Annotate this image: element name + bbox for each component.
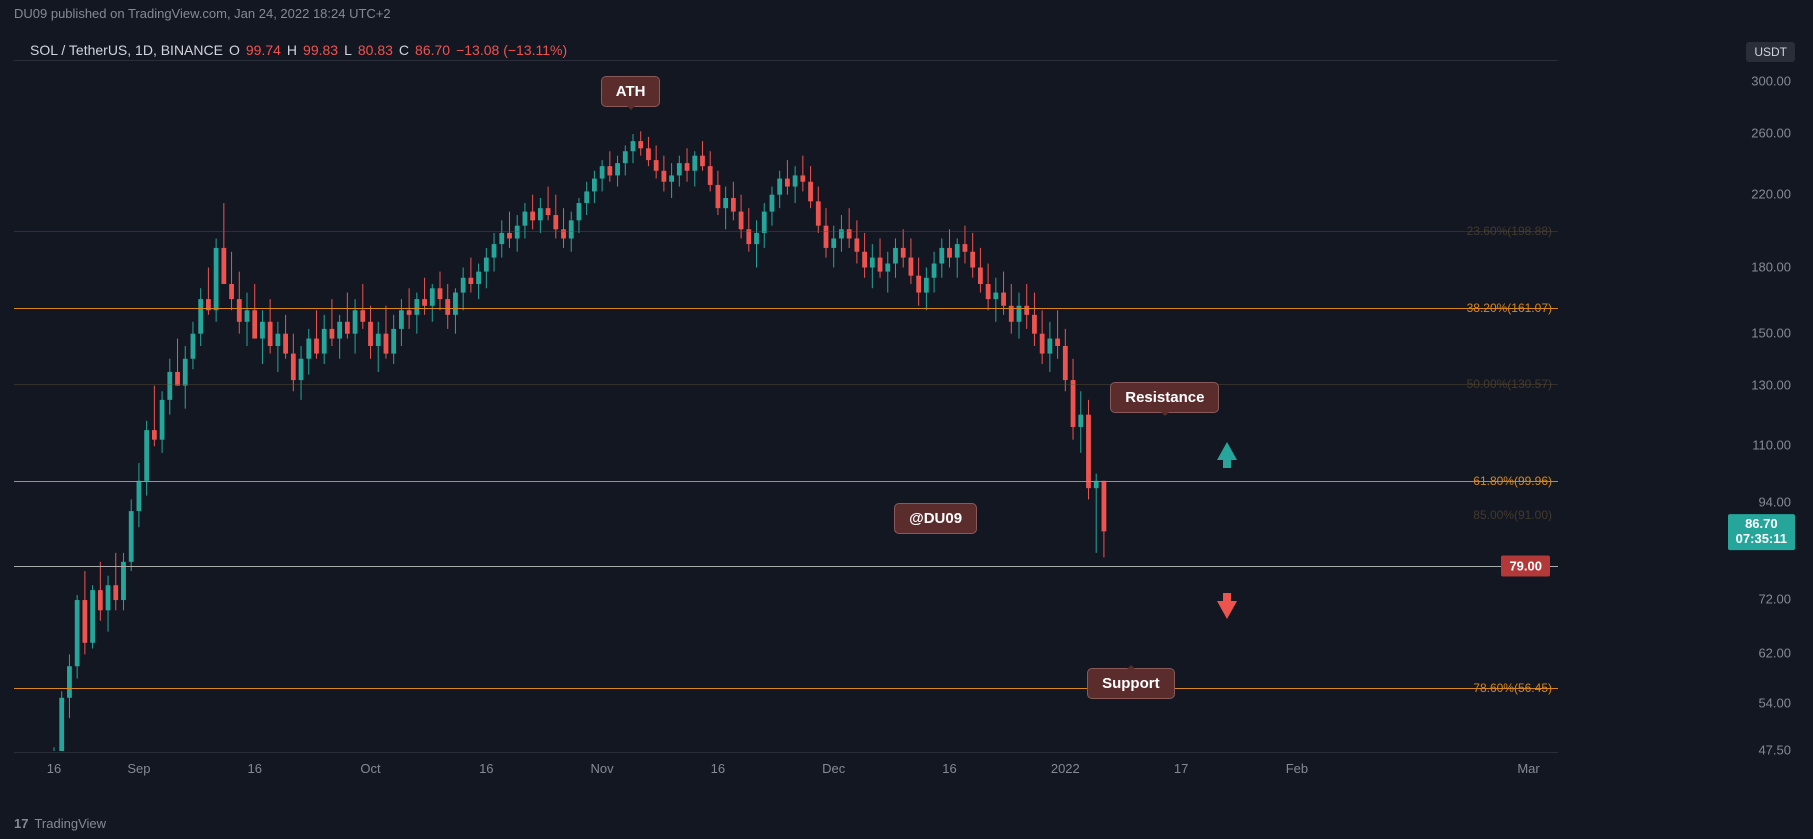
price-flag-target: 79.00 [1501,556,1550,577]
y-axis-tick: 94.00 [1758,495,1791,510]
x-axis-tick: Dec [822,761,845,776]
x-axis-tick: 16 [479,761,493,776]
price-chart[interactable]: 23.60%(198.88) 38.20%(161.07) 50.00%(130.5… [14,60,1558,751]
x-axis-tick: Mar [1517,761,1539,776]
y-axis-tick: 72.00 [1758,592,1791,607]
y-axis-tick: 110.00 [1752,438,1791,453]
low-label: L [344,42,352,58]
fib-line[interactable] [14,384,1558,385]
close-label: C [399,42,409,58]
ohlc-legend: SOL / TetherUS, 1D, BINANCE O 99.74 H 99… [30,42,567,58]
fib-line[interactable] [14,308,1558,309]
currency-button[interactable]: USDT [1746,42,1795,62]
x-axis-tick: Nov [591,761,614,776]
y-axis-tick: 300.00 [1751,74,1791,89]
y-axis-tick: 62.00 [1758,646,1791,661]
y-axis-tick: 47.50 [1758,743,1791,758]
low-value: 80.83 [358,42,393,58]
x-axis-tick: 16 [942,761,956,776]
x-axis-tick: Sep [127,761,150,776]
x-axis-tick: Oct [360,761,380,776]
callout-ath[interactable]: ATH [601,76,661,107]
fib-line[interactable] [14,688,1558,689]
x-axis-tick: 2022 [1051,761,1080,776]
arrow-up-icon[interactable] [1217,442,1237,460]
brand-label: TradingView [34,816,106,831]
high-value: 99.83 [303,42,338,58]
fib-label: 23.60%(198.88) [1467,224,1552,238]
symbol-label[interactable]: SOL / TetherUS, 1D, BINANCE [30,42,223,58]
x-axis[interactable]: 16 Sep 16 Oct 16 Nov 16 Dec 16 2022 17 Feb Mar [14,752,1558,783]
fib-label: 85.00%(91.00) [1473,508,1552,522]
x-axis-tick: 17 [1174,761,1188,776]
fib-label: 78.60%(56.45) [1473,681,1552,695]
fib-label: 38.20%(161.07) [1467,301,1552,315]
y-axis-tick: 54.00 [1758,696,1791,711]
tradingview-logo-icon: 17 [14,816,28,831]
open-label: O [229,42,240,58]
close-value: 86.70 [415,42,450,58]
fib-label: 61.80%(99.96) [1473,474,1552,488]
x-axis-tick: Feb [1286,761,1308,776]
fib-label: 50.00%(130.57) [1467,377,1552,391]
chart-container: DU09 published on TradingView.com, Jan 2… [0,0,1813,839]
x-axis-tick: 16 [47,761,61,776]
y-axis[interactable]: 86.7007:35:1147.5054.0062.0072.0094.0011… [1719,60,1799,750]
x-axis-tick: 16 [711,761,725,776]
y-axis-tick: 260.00 [1751,126,1791,141]
y-axis-tick: 130.00 [1751,377,1791,392]
arrow-down-icon[interactable] [1217,601,1237,619]
callout-resistance[interactable]: Resistance [1110,382,1219,413]
fib-line[interactable] [14,481,1558,482]
price-flag-last: 86.7007:35:11 [1728,514,1795,550]
open-value: 99.74 [246,42,281,58]
fib-line[interactable] [14,231,1558,232]
support-line[interactable] [14,566,1558,567]
callout-handle[interactable]: @DU09 [894,503,977,534]
high-label: H [287,42,297,58]
x-axis-tick: 16 [247,761,261,776]
change-value: −13.08 (−13.11%) [456,42,567,58]
y-axis-tick: 150.00 [1751,325,1791,340]
y-axis-tick: 180.00 [1751,259,1791,274]
callout-support[interactable]: Support [1087,668,1175,699]
brand-footer: 17 TradingView [14,816,106,831]
publish-info: DU09 published on TradingView.com, Jan 2… [14,6,391,21]
y-axis-tick: 220.00 [1751,186,1791,201]
